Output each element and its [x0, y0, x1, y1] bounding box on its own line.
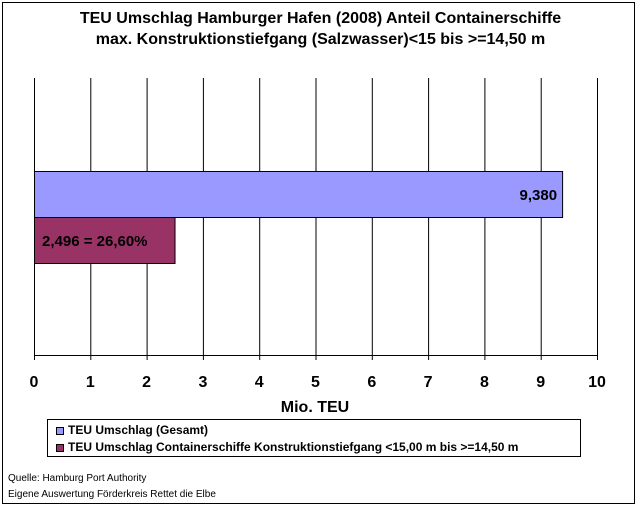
legend-swatch-containerschiffe: [56, 443, 64, 452]
legend-label-containerschiffe: TEU Umschlag Containerschiffe Konstrukti…: [68, 440, 519, 454]
x-tick-label-0: 0: [30, 374, 39, 391]
x-tick-label-7: 7: [424, 374, 433, 391]
x-tick-label-4: 4: [255, 374, 264, 391]
x-tick-label-6: 6: [367, 374, 376, 391]
legend-item-gesamt: TEU Umschlag (Gesamt): [56, 422, 208, 438]
x-tick-label-1: 1: [86, 374, 95, 391]
chart-title-line2: max. Konstruktionstiefgang (Salzwasser)<…: [95, 31, 546, 48]
bar-gesamt: [34, 171, 564, 218]
legend-label-gesamt: TEU Umschlag (Gesamt): [68, 423, 209, 437]
data-label-containerschiffe: 2,496 = 26,60%: [42, 233, 148, 250]
chart-legend: TEU Umschlag (Gesamt) TEU Umschlag Conta…: [47, 419, 581, 457]
evaluation-line: Eigene Auswertung Förderkreis Rettet die…: [8, 489, 216, 500]
x-axis-label: Mio. TEU: [281, 399, 349, 416]
chart-title-line1: TEU Umschlag Hamburger Hafen (2008) Ante…: [79, 10, 562, 27]
x-tick-label-8: 8: [480, 374, 489, 391]
chart-title: TEU Umschlag Hamburger Hafen (2008) Ante…: [0, 8, 641, 50]
x-tick-label-3: 3: [198, 374, 207, 391]
legend-item-containerschiffe: TEU Umschlag Containerschiffe Konstrukti…: [56, 439, 518, 455]
x-tick-label-10: 10: [588, 374, 606, 391]
legend-swatch-gesamt: [56, 426, 64, 435]
data-label-gesamt: 9,380: [520, 187, 558, 204]
x-tick-label-5: 5: [311, 374, 320, 391]
source-line: Quelle: Hamburg Port Authority: [8, 473, 147, 484]
bar-containerschiffe: [34, 217, 176, 264]
x-tick-label-9: 9: [536, 374, 545, 391]
x-tick-label-2: 2: [142, 374, 151, 391]
